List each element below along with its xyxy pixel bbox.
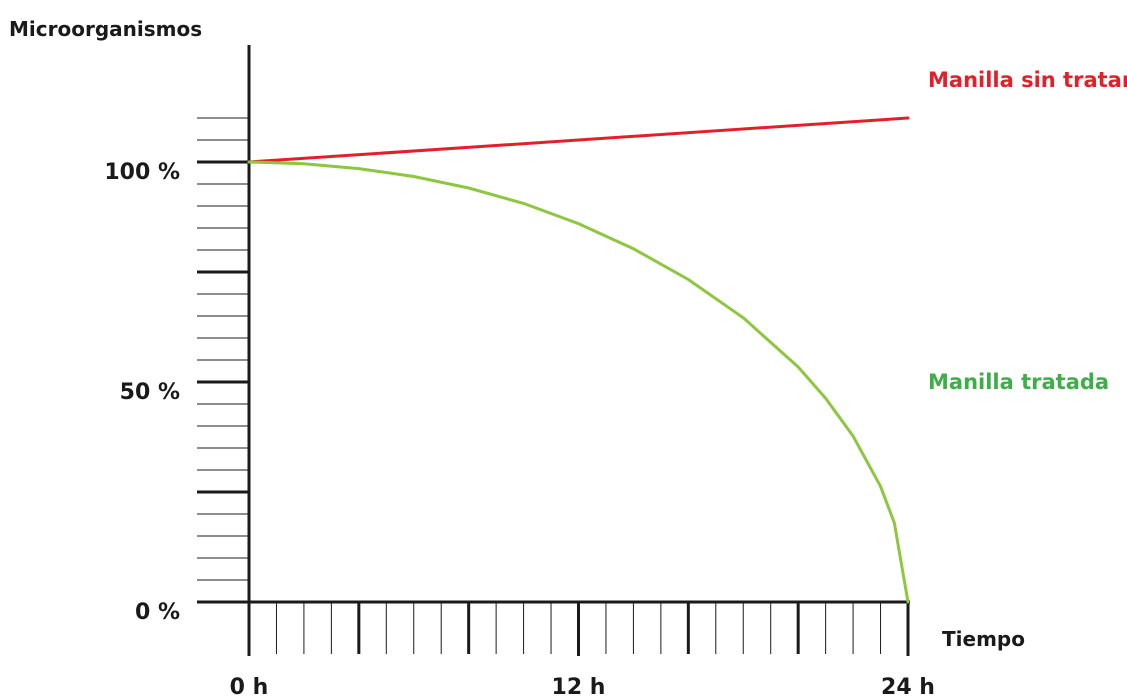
axis-ticks — [197, 117, 910, 656]
y-tick-label: 100 % — [104, 160, 180, 185]
x-tick-label: 12 h — [552, 675, 606, 698]
axes — [197, 45, 910, 604]
series-label-untreated: Manilla sin tratar — [928, 68, 1127, 92]
x-tick-label: 24 h — [881, 675, 935, 698]
series-line-treated — [247, 160, 910, 604]
y-tick-label: 0 % — [135, 600, 180, 625]
chart-labels: Microorganismos Tiempo 0 % 50 % 100 % 0 h 12… — [9, 17, 1127, 698]
series-lines — [247, 116, 910, 604]
x-tick-label: 0 h — [230, 675, 269, 698]
y-axis-title: Microorganismos — [9, 17, 202, 41]
y-tick-label: 50 % — [120, 380, 180, 405]
series-label-treated: Manilla tratada — [928, 370, 1109, 394]
series-line-untreated — [247, 116, 910, 164]
x-axis-title: Tiempo — [942, 627, 1025, 651]
